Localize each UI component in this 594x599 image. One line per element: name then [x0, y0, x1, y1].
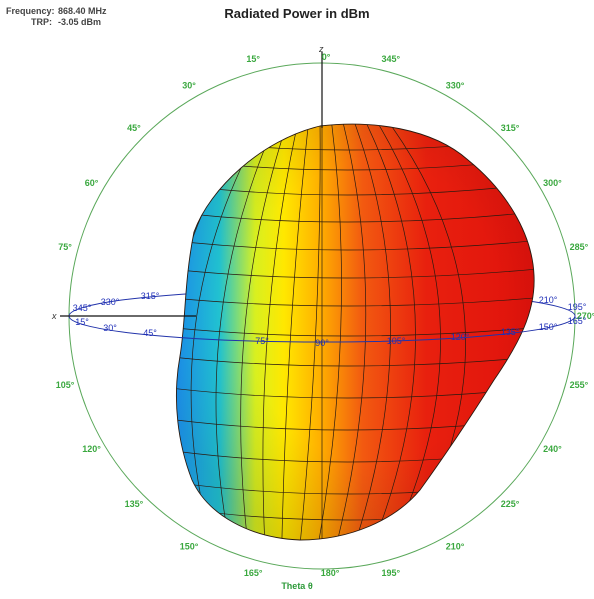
theta-tick-label: 45°	[127, 123, 141, 133]
theta-tick-label: 30°	[182, 81, 196, 91]
theta-tick-label: 240°	[543, 444, 562, 454]
theta-tick-label: 135°	[125, 499, 144, 509]
phi-tick-label: 90°	[315, 338, 329, 348]
phi-tick-label: 165°	[568, 316, 587, 326]
theta-tick-label: 270°	[577, 311, 594, 321]
theta-tick-label: 255°	[570, 380, 589, 390]
phi-tick-label: 30°	[103, 323, 117, 333]
theta-tick-label: 195°	[381, 568, 400, 578]
theta-tick-label: 225°	[501, 499, 520, 509]
chart-title: Radiated Power in dBm	[224, 6, 370, 21]
phi-tick-label: 345°	[73, 303, 92, 313]
phi-tick-label: 105°	[387, 336, 406, 346]
trp-value: -3.05 dBm	[58, 17, 102, 27]
phi-tick-label: 45°	[143, 328, 157, 338]
theta-tick-label: 60°	[85, 178, 99, 188]
theta-tick-label: 75°	[58, 242, 72, 252]
theta-tick-label: 210°	[446, 541, 465, 551]
theta-tick-label: 285°	[570, 242, 589, 252]
theta-tick-label: 345°	[381, 54, 400, 64]
frequency-label: Frequency:	[6, 6, 55, 16]
phi-tick-label: 135°	[501, 327, 520, 337]
frequency-value: 868.40 MHz	[58, 6, 107, 16]
measurement-info: Frequency: 868.40 MHz TRP: -3.05 dBm	[6, 6, 107, 28]
x-axis-label: x	[51, 311, 57, 321]
z-axis-label: z	[318, 44, 324, 54]
theta-tick-label: 0°	[322, 52, 331, 62]
theta-tick-labels: 15°30°45°60°75°105°120°135°150°165°345°3…	[56, 52, 594, 578]
phi-tick-label: 195°	[568, 302, 587, 312]
phi-tick-label: 330°	[101, 297, 120, 307]
phi-tick-label: 15°	[75, 317, 89, 327]
theta-tick-label: 120°	[82, 444, 101, 454]
theta-tick-label: 150°	[180, 541, 199, 551]
theta-axis-label: Theta θ	[281, 581, 313, 591]
theta-tick-label: 15°	[246, 54, 260, 64]
theta-tick-label: 105°	[56, 380, 75, 390]
phi-tick-labels: 345° 330° 315° 15° 30° 45° 75° 90° 105° 120° 135° 1…	[73, 291, 587, 348]
theta-tick-label: 165°	[244, 568, 263, 578]
trp-label: TRP:	[31, 17, 52, 27]
phi-ellipse-front	[68, 315, 576, 343]
phi-tick-label: 150°	[539, 322, 558, 332]
phi-tick-label: 315°	[141, 291, 160, 301]
phi-tick-label: 75°	[255, 336, 269, 346]
theta-tick-label: 330°	[446, 81, 465, 91]
theta-tick-label: 315°	[501, 123, 520, 133]
phi-tick-label: 120°	[451, 332, 470, 342]
phi-tick-label: 210°	[539, 295, 558, 305]
theta-tick-label: 180°	[321, 568, 340, 578]
pattern-surface	[175, 123, 535, 541]
theta-tick-label: 300°	[543, 178, 562, 188]
